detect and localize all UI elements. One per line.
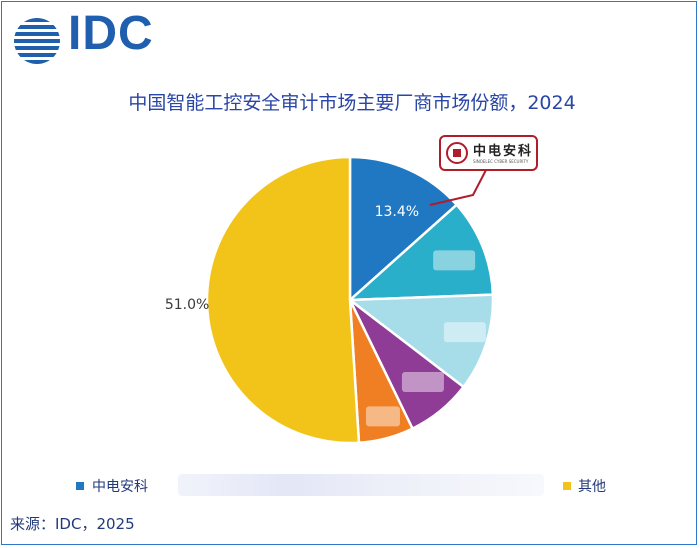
company-logo-subtext: SINOELEC CYBER SECURITY bbox=[473, 159, 529, 164]
idc-logo-text: IDC bbox=[68, 7, 154, 60]
redacted-label-2 bbox=[443, 322, 486, 343]
idc-logo-icon bbox=[14, 18, 60, 64]
legend-label-zhongdian: 中电安科 bbox=[92, 479, 148, 495]
slice-label-0: 13.4% bbox=[375, 204, 419, 220]
pie-slice-1 bbox=[346, 202, 495, 302]
pie-slice-2 bbox=[346, 293, 495, 389]
chart-title: 中国智能工控安全审计市场主要厂商市场份额，2024 bbox=[128, 92, 576, 114]
redacted-label-1 bbox=[433, 250, 476, 271]
pie-slice-5 bbox=[205, 155, 361, 445]
source-note: 来源：IDC，2025 bbox=[10, 515, 135, 533]
redacted-label-4 bbox=[365, 406, 400, 427]
legend-swatch-zhongdian bbox=[76, 482, 84, 490]
slice-label-5: 51.0% bbox=[165, 297, 209, 313]
legend-swatch-others bbox=[563, 482, 571, 490]
legend-label-others: 其他 bbox=[578, 479, 606, 495]
company-logo-name: 中电安科 bbox=[473, 144, 534, 159]
company-seal-icon bbox=[446, 142, 468, 164]
company-logo-callout: 中电安科 SINOELEC CYBER SECURITY bbox=[439, 135, 538, 171]
redacted-label-3 bbox=[401, 371, 444, 392]
redacted-legend-entries bbox=[178, 474, 544, 496]
callout-connector bbox=[429, 169, 487, 206]
